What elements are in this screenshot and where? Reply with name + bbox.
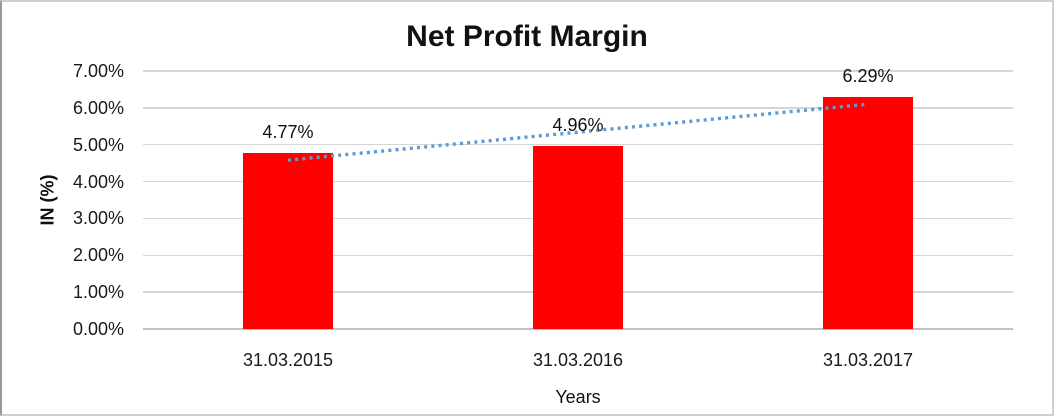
x-axis-line [143, 328, 1013, 330]
x-tick-label: 31.03.2015 [242, 350, 334, 370]
x-axis-title: Years [555, 387, 601, 407]
gridline [143, 143, 1013, 146]
gridline [143, 107, 1013, 109]
x-tick-label: 31.03.2016 [532, 350, 624, 370]
trendline-svg [287, 102, 869, 162]
bar [823, 97, 913, 329]
x-tick-label: 31.03.2017 [822, 350, 914, 370]
bar-value-label: 4.96% [552, 115, 604, 136]
y-tick-label: 6.00% [72, 97, 124, 118]
y-tick-label: 0.00% [72, 319, 124, 339]
y-tick-label: 2.00% [72, 245, 124, 266]
y-tick-label: 5.00% [72, 134, 124, 155]
bar-value-label: 4.77% [262, 122, 314, 143]
y-tick-label: 7.00% [72, 61, 124, 81]
chart-title: Net Profit Margin [406, 20, 648, 53]
bar [533, 146, 623, 329]
plot-area: 4.77% 4.96% 6.29% [143, 66, 1013, 330]
y-tick-label: 1.00% [72, 282, 124, 303]
bar-value-label: 6.29% [842, 66, 894, 87]
bar [243, 153, 333, 329]
y-tick-label: 3.00% [72, 208, 124, 229]
gridline [143, 70, 1013, 72]
y-tick-label: 4.00% [72, 171, 124, 192]
